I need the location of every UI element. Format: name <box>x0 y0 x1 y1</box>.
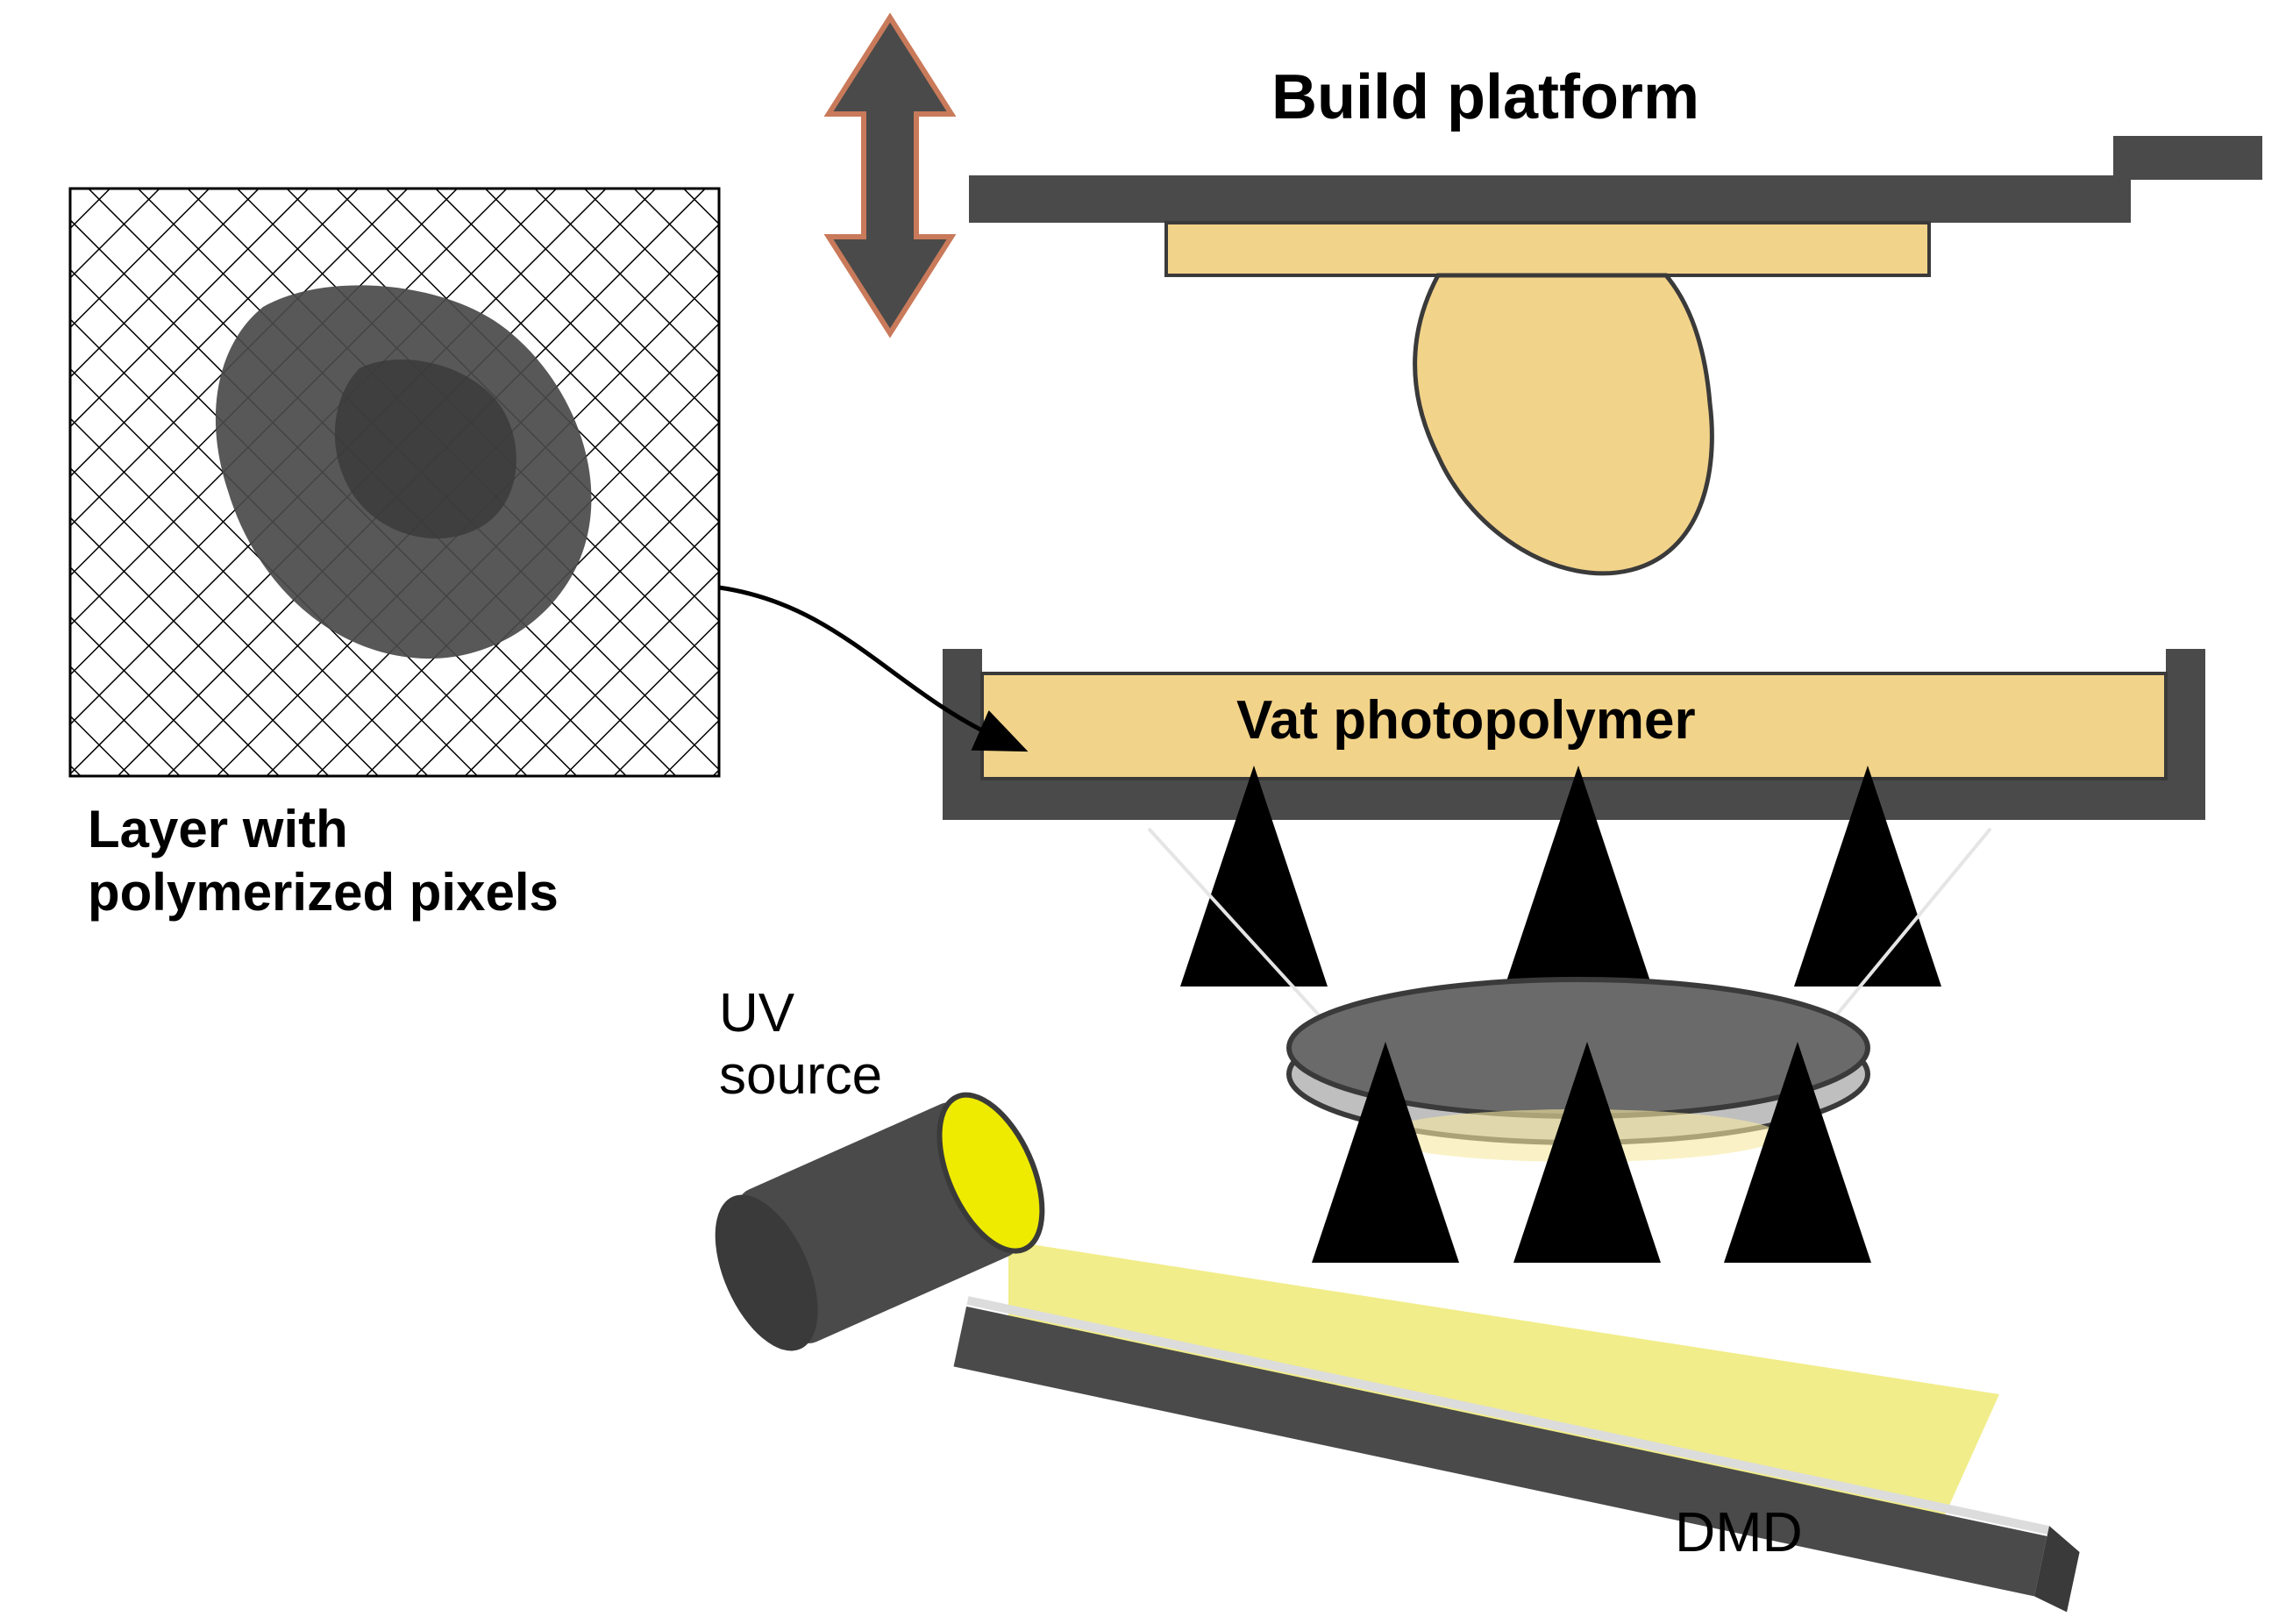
label-vat-photopolymer: Vat photopolymer <box>1236 689 1696 751</box>
resin-strip <box>1166 223 1929 275</box>
printed-part <box>1415 275 1713 573</box>
label-dmd: DMD <box>1675 1499 1803 1564</box>
uv-arrows-upper <box>1254 864 1868 956</box>
platform-move-arrow <box>829 18 951 333</box>
label-inset: Layer with polymerized pixels <box>88 798 559 924</box>
label-uv-source: UV source <box>719 982 882 1108</box>
inset-layer-panel <box>70 189 719 776</box>
diagram-canvas: Build platform Vat photopolymer UV sourc… <box>0 0 2293 1624</box>
build-platform <box>969 136 2262 223</box>
label-build-platform: Build platform <box>1271 61 1699 133</box>
lens-glow <box>1377 1109 1780 1162</box>
